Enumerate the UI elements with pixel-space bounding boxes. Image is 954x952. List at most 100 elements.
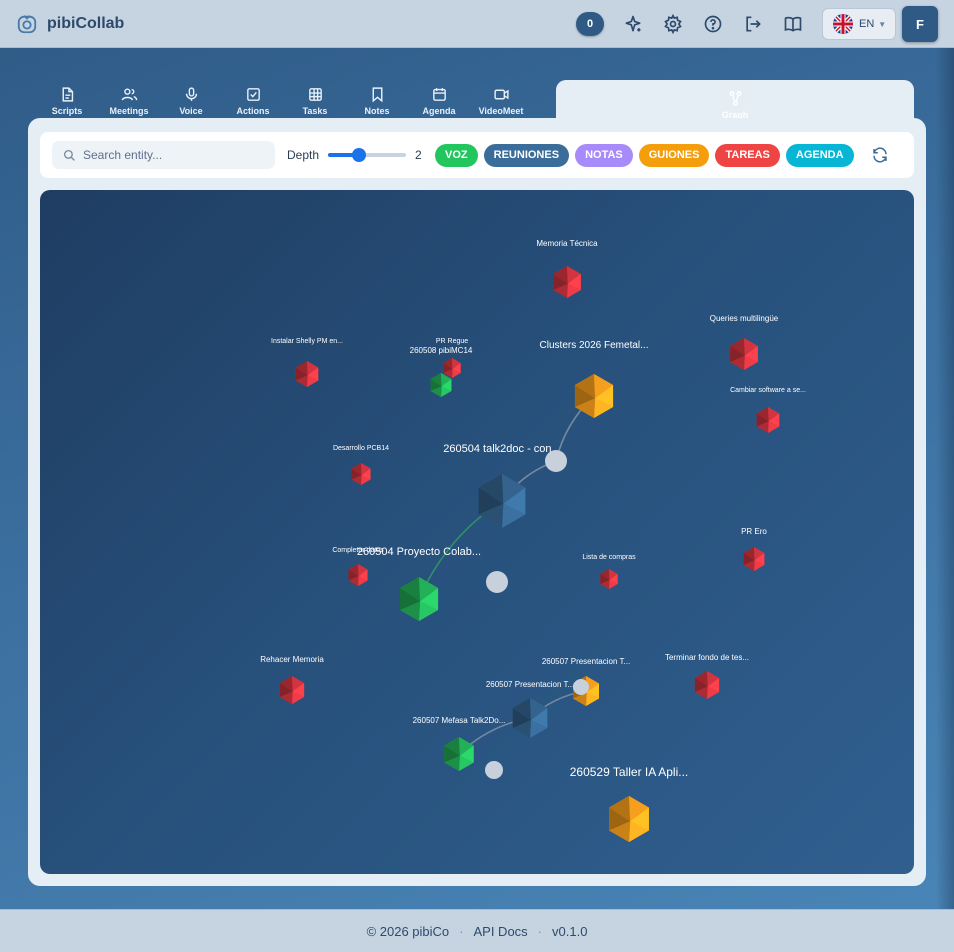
graph-node[interactable] (574, 374, 614, 418)
graph-node-facet (443, 363, 453, 373)
search-box[interactable] (52, 141, 275, 169)
graph-node[interactable] (512, 698, 548, 738)
graph-node[interactable] (486, 571, 508, 593)
tab-agenda[interactable]: Agenda (408, 80, 470, 120)
graph-canvas[interactable]: Memoria Técnica Queries multilingüe Instal… (40, 190, 914, 874)
graph-panel: Depth 2 VOZREUNIONESNOTASGUIONESTAREASAG… (28, 118, 926, 886)
graph-node[interactable] (399, 577, 439, 621)
tab-tasks[interactable]: Tasks (284, 80, 346, 120)
table-icon (308, 88, 322, 101)
graph-node-facet (430, 379, 442, 391)
graph-node-label: Instalar Shelly PM en... (271, 338, 343, 345)
tab-voice[interactable]: Voice (160, 80, 222, 120)
graph-node-facet (512, 698, 531, 720)
search-input[interactable] (83, 148, 263, 162)
graph-node-facet (361, 463, 371, 476)
tab-label: Notes (364, 106, 390, 116)
graph-node-sphere[interactable] (573, 679, 589, 695)
graph-node-facet (348, 564, 359, 577)
graph-node-facet (530, 720, 548, 738)
graph-node-label: 260529 Taller IA Apli... (570, 765, 689, 779)
graph-node-facet (503, 487, 526, 515)
graph-node-facet (768, 421, 780, 433)
graph-node-facet (609, 807, 631, 831)
graph-node[interactable] (443, 358, 461, 378)
filter-chip-voz[interactable]: VOZ (435, 143, 478, 167)
graph-node[interactable] (694, 671, 720, 699)
graph-node[interactable] (430, 373, 452, 397)
filter-chip-notas[interactable]: NOTAS (575, 143, 633, 167)
graph-node-facet (609, 574, 618, 584)
graph-node-sphere[interactable] (485, 761, 503, 779)
graph-node-facet (295, 367, 308, 381)
tab-label: VideoMeet (478, 106, 524, 116)
graph-node[interactable] (485, 761, 503, 779)
graph-node[interactable] (553, 266, 581, 298)
graph-node-facet (730, 338, 745, 356)
graph-node-facet (594, 398, 614, 418)
user-avatar[interactable]: F (902, 6, 938, 42)
graph-node[interactable] (444, 737, 474, 771)
graph-node-facet (420, 588, 439, 610)
graph-node-facet (351, 463, 362, 476)
script-icon (62, 87, 73, 102)
settings-gear-icon[interactable] (662, 13, 684, 35)
depth-slider[interactable] (328, 148, 407, 162)
notification-badge[interactable]: 0 (576, 12, 604, 36)
graph-node-facet (743, 547, 755, 561)
docs-book-icon[interactable] (782, 13, 804, 35)
graph-node[interactable] (600, 569, 618, 589)
graph-node-facet (694, 678, 708, 692)
tab-label: Scripts (51, 106, 83, 116)
graph-node[interactable] (730, 338, 758, 370)
graph-node[interactable] (295, 361, 319, 387)
brand[interactable]: pibiCollab (16, 13, 124, 35)
tab-scripts[interactable]: Scripts (36, 80, 98, 120)
tab-videomeet[interactable]: VideoMeet (470, 80, 532, 120)
graph-node[interactable] (351, 463, 371, 485)
graph-node-label: 260504 Proyecto Colab... (357, 546, 481, 558)
graph-node-label: 260508 pibiMC14 (410, 346, 473, 355)
api-docs-link[interactable]: API Docs (473, 923, 528, 939)
tab-meetings[interactable]: Meetings (98, 80, 160, 120)
language-selector[interactable]: EN ▼ (822, 8, 896, 40)
graph-node-label: Terminar fondo de tes... (665, 653, 749, 662)
graph-node-facet (768, 407, 780, 422)
graph-node-facet (502, 503, 526, 528)
graph-node-label: 260507 Presentacion T... (486, 680, 574, 689)
tab-notes[interactable]: Notes (346, 80, 408, 120)
filter-chip-guiones[interactable]: GUIONES (638, 143, 710, 167)
graph-node-facet (754, 560, 765, 571)
graph-node[interactable] (545, 450, 567, 472)
graph-node-facet (707, 686, 720, 699)
graph-node[interactable] (756, 407, 780, 433)
graph-node-facet (600, 569, 610, 580)
graph-node-facet (502, 474, 526, 504)
graph-node[interactable] (279, 676, 305, 704)
graph-node-facet (574, 398, 596, 418)
sparkle-icon[interactable] (622, 13, 644, 35)
filter-chip-agenda[interactable]: AGENDA (785, 143, 854, 167)
graph-node[interactable] (609, 796, 649, 842)
depth-slider-thumb[interactable] (352, 148, 367, 162)
refresh-icon[interactable] (870, 145, 890, 165)
graph-node-facet (609, 569, 618, 580)
graph-node-label: Memoria Técnica (536, 239, 598, 248)
help-icon[interactable] (702, 13, 724, 35)
tab-graph[interactable]: Graph (556, 80, 914, 124)
graph-node[interactable] (348, 564, 368, 586)
filter-chip-reuniones[interactable]: REUNIONES (483, 143, 570, 167)
tab-label: Tasks (302, 106, 328, 116)
graph-node[interactable] (573, 679, 589, 695)
graph-node-sphere[interactable] (545, 450, 567, 472)
uk-flag-icon (833, 14, 853, 34)
filter-chip-tareas[interactable]: TAREAS (715, 143, 780, 167)
logout-icon[interactable] (742, 13, 764, 35)
graph-node-sphere[interactable] (486, 571, 508, 593)
tab-actions[interactable]: Actions (222, 80, 284, 120)
graph-node-facet (295, 361, 308, 376)
graph-node[interactable] (743, 547, 765, 571)
graph-node-facet (744, 355, 758, 370)
graph-node[interactable] (478, 474, 526, 528)
graph-node-facet (756, 421, 769, 433)
